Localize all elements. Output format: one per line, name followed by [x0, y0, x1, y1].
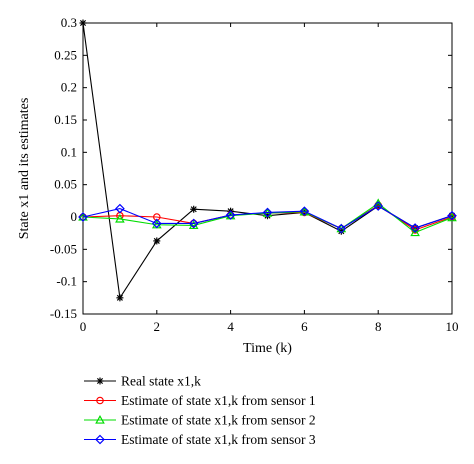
y-axis: -0.15 -0.1 -0.05 0 0.05 0.1 0.15 0.2 0.25 0.3	[50, 15, 452, 321]
x-tick-label: 10	[446, 319, 459, 334]
legend-marker	[96, 396, 104, 405]
legend-marker	[95, 434, 105, 445]
data-point	[115, 213, 125, 223]
data-point	[225, 210, 236, 220]
y-tick-label: 0.05	[54, 177, 77, 192]
x-tick-label: 2	[154, 319, 161, 334]
x-tick-label: 0	[80, 319, 87, 334]
series-1	[79, 19, 456, 302]
plot-frame	[82, 22, 453, 315]
x-axis-label: Time (k)	[243, 341, 292, 356]
data-point	[151, 218, 162, 229]
legend-label: Estimate of state x1,k from sensor 1	[121, 393, 316, 408]
y-tick-label: -0.1	[56, 274, 77, 289]
legend-label: Estimate of state x1,k from sensor 3	[121, 432, 316, 447]
legend-item: Real state x1,k	[84, 374, 201, 389]
y-tick-label: 0.15	[54, 112, 77, 127]
y-tick-label: 0	[71, 209, 78, 224]
x-tick-label: 4	[227, 319, 234, 334]
y-tick-label: 0.3	[61, 15, 77, 30]
series-line	[82, 205, 453, 230]
plot-area	[82, 22, 453, 315]
data-point	[190, 205, 198, 213]
series-line	[82, 22, 453, 300]
data-point	[262, 207, 273, 218]
y-tick-label: 0.2	[61, 80, 77, 95]
data-point	[410, 223, 420, 233]
y-tick-label: 0.1	[61, 144, 77, 159]
data-point	[373, 201, 384, 211]
legend-label: Estimate of state x1,k from sensor 2	[121, 413, 316, 428]
legend-marker	[96, 377, 104, 385]
y-tick-label: -0.15	[50, 306, 77, 321]
data-point	[299, 206, 310, 217]
legend-item: Estimate of state x1,k from sensor 1	[84, 393, 316, 408]
data-point	[78, 212, 88, 222]
x-tick-label: 6	[301, 319, 308, 334]
series-group	[78, 19, 457, 302]
data-point	[447, 210, 457, 221]
y-tick-label: -0.05	[50, 241, 77, 256]
data-point	[410, 227, 420, 237]
y-tick-label: 0.25	[54, 47, 77, 62]
data-point	[115, 203, 125, 214]
data-point	[188, 218, 199, 229]
legend-label: Real state x1,k	[121, 374, 201, 389]
data-point	[79, 19, 87, 27]
y-axis-label: State x1 and its estimates	[17, 98, 32, 240]
data-point	[116, 294, 124, 302]
data-point	[336, 223, 347, 234]
x-axis: 0 2 4 6 8 10	[80, 23, 459, 334]
data-point	[153, 237, 161, 245]
legend-marker	[95, 414, 105, 424]
legend-item: Estimate of state x1,k from sensor 2	[84, 413, 316, 428]
series-4	[78, 201, 457, 234]
x-tick-label: 8	[375, 319, 382, 334]
legend-item: Estimate of state x1,k from sensor 3	[84, 432, 316, 447]
legend: Real state x1,k Estimate of state x1,k fr…	[84, 374, 316, 447]
